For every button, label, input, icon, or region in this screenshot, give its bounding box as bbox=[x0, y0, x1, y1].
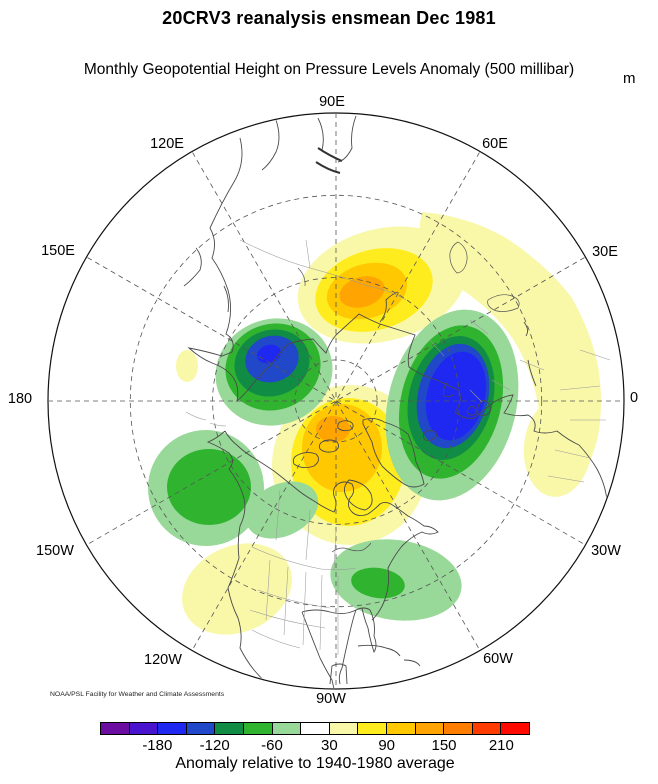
positive-blob-small-left bbox=[176, 350, 198, 382]
colorbar-tick-label: -180 bbox=[142, 737, 173, 754]
himalaya-ridge bbox=[315, 147, 343, 174]
colorbar-caption: Anomaly relative to 1940-1980 average bbox=[175, 755, 455, 772]
lake-baikal bbox=[297, 267, 306, 287]
political-borders bbox=[239, 239, 611, 655]
page-subtitle: Monthly Geopotential Height on Pressure … bbox=[83, 61, 575, 78]
cuba-hispaniola-coastline bbox=[357, 644, 421, 667]
colorbar-tick-label: 210 bbox=[488, 737, 514, 754]
india-coastline bbox=[261, 115, 357, 171]
colorbar-tick-label: -60 bbox=[261, 737, 283, 754]
colorbar-segment bbox=[243, 723, 273, 734]
colorbar-tick-label: 30 bbox=[320, 737, 338, 754]
colorbar-segment bbox=[101, 723, 130, 734]
colorbar-tick-label: 150 bbox=[431, 737, 457, 754]
colorbar-ticks: -180 -120 -60 30 90 150 210 bbox=[100, 737, 530, 755]
greenland-coastline bbox=[362, 417, 425, 488]
north-america-coastline bbox=[206, 430, 439, 688]
iceland-coastline bbox=[422, 430, 438, 441]
page-title: 20CRV3 reanalysis ensmean Dec 1981 bbox=[162, 8, 496, 28]
eurasia-coastline bbox=[187, 137, 609, 527]
map-boundary-circle bbox=[47, 112, 625, 690]
colorbar bbox=[100, 722, 530, 735]
lon-label-60e: 60E bbox=[482, 136, 508, 152]
canadian-archipelago-islands bbox=[292, 420, 373, 511]
map-area: 90E 60E 30E 0 30W 60W 90W 120W 150W 180 … bbox=[0, 90, 658, 710]
colorbar-segment bbox=[301, 723, 330, 734]
lon-label-150w: 150W bbox=[36, 543, 74, 559]
lon-label-150e: 150E bbox=[41, 243, 75, 259]
colorbar-segment bbox=[129, 723, 159, 734]
colorbar-segment bbox=[358, 723, 387, 734]
colorbar-segment bbox=[415, 723, 445, 734]
lon-label-180: 180 bbox=[7, 391, 33, 407]
caspian-sea bbox=[449, 241, 468, 274]
black-sea bbox=[487, 294, 520, 312]
colorbar-segment bbox=[444, 723, 473, 734]
negative-center-southeast-us bbox=[330, 539, 462, 621]
lon-label-60w: 60W bbox=[483, 651, 513, 667]
anomaly-map bbox=[47, 112, 625, 690]
coastlines bbox=[183, 115, 611, 688]
lon-label-120e: 120E bbox=[150, 136, 184, 152]
lon-label-0: 0 bbox=[629, 390, 639, 406]
great-lakes bbox=[331, 542, 372, 553]
colorbar-segment bbox=[215, 723, 244, 734]
aleutian-islands bbox=[185, 411, 227, 427]
colorbar-segment bbox=[501, 723, 529, 734]
lon-label-30w: 30W bbox=[591, 543, 621, 559]
uk-ireland-coastline bbox=[466, 399, 491, 417]
colorbar-segment bbox=[186, 723, 216, 734]
graticule bbox=[49, 114, 623, 688]
lon-label-30e: 30E bbox=[592, 244, 618, 260]
lon-label-90e: 90E bbox=[319, 94, 345, 110]
mediterranean-coastline bbox=[443, 321, 537, 398]
colorbar-segment bbox=[272, 723, 302, 734]
units-label: m bbox=[623, 70, 636, 87]
colorbar-segment bbox=[472, 723, 502, 734]
credit-text: NOAA/PSL Facility for Weather and Climat… bbox=[50, 691, 225, 698]
colorbar-tick-label: -120 bbox=[199, 737, 230, 754]
colorbar-segment bbox=[158, 723, 187, 734]
colorbar-segment bbox=[386, 723, 416, 734]
lon-label-120w: 120W bbox=[144, 652, 182, 668]
lon-label-90w: 90W bbox=[316, 691, 346, 707]
colorbar-tick-label: 90 bbox=[378, 737, 395, 754]
anomaly-field bbox=[148, 212, 601, 635]
japan-coastline bbox=[183, 247, 229, 313]
colorbar-segment bbox=[329, 723, 359, 734]
positive-blob-southwest-us bbox=[182, 543, 292, 635]
novaya-zemlya-coastline bbox=[379, 291, 399, 323]
